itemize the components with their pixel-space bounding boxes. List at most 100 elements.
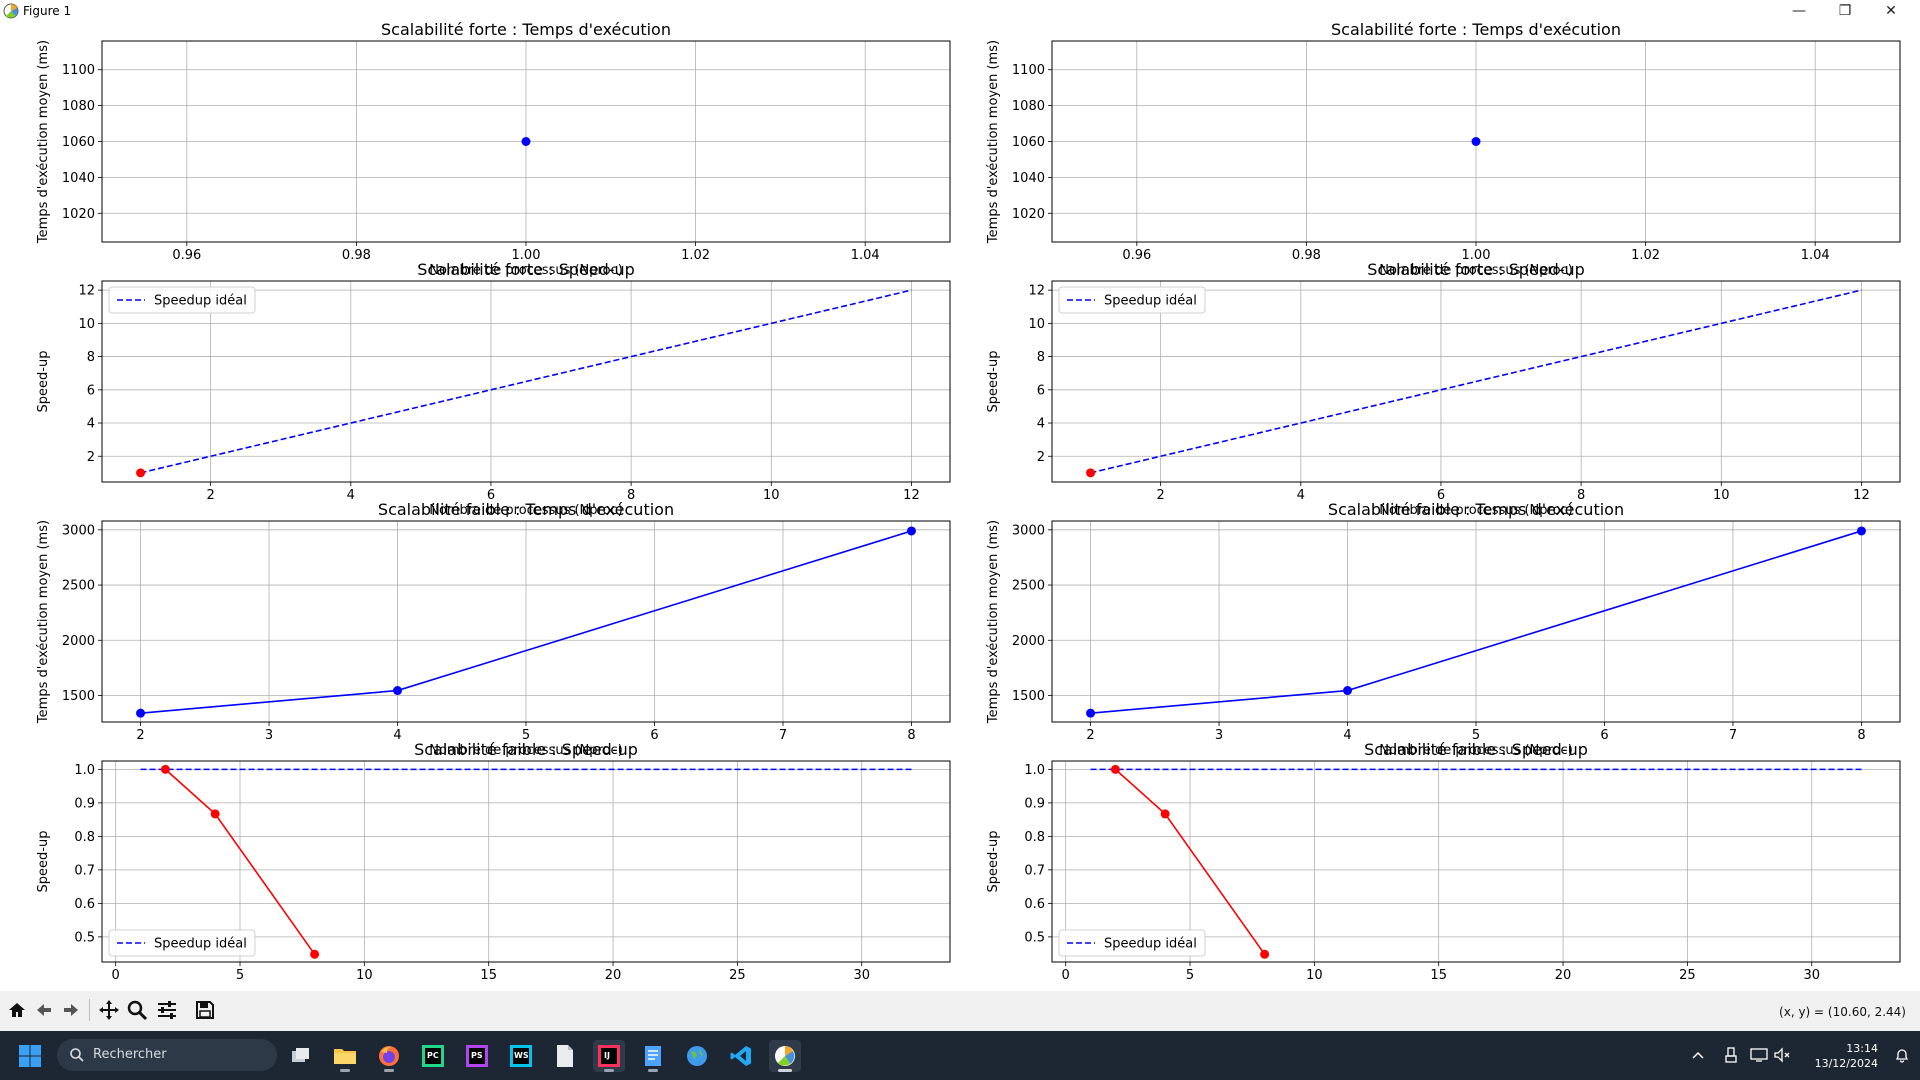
data-point <box>1086 468 1096 478</box>
notification-bell-icon[interactable] <box>1894 1047 1910 1063</box>
chevron-up-icon[interactable] <box>1691 1048 1705 1062</box>
y-tick-label: 8 <box>87 350 95 365</box>
taskbar: Rechercher PC PS WS IJ <box>0 1031 1920 1080</box>
windows-start-icon[interactable] <box>18 1044 42 1068</box>
legend: Speedup idéal <box>1058 929 1206 957</box>
x-tick-label: 10 <box>1306 968 1323 983</box>
close-button[interactable]: ✕ <box>1885 3 1897 19</box>
configure-subplots-button[interactable] <box>154 997 180 1023</box>
chart-title: Scalabilité faible : Speed-up <box>1364 740 1588 759</box>
volume-muted-icon[interactable] <box>1773 1047 1791 1063</box>
notes-button[interactable] <box>637 1040 669 1072</box>
task-view-button[interactable] <box>284 1040 316 1072</box>
maximize-button[interactable]: ❐ <box>1838 3 1852 19</box>
phpstorm-button[interactable]: PS <box>461 1040 493 1072</box>
save-button[interactable] <box>192 997 218 1023</box>
taskbar-search[interactable]: Rechercher <box>57 1039 277 1071</box>
pan-button[interactable] <box>96 997 122 1023</box>
data-point <box>1110 764 1120 774</box>
window-title: Figure 1 <box>23 4 72 18</box>
phpstorm-icon: PS <box>466 1045 488 1067</box>
subplot-4: 0 5 10 15 20 25 30 0.5 0.6 0.7 0.8 0.9 1.0 Speedup id… <box>36 740 951 983</box>
x-tick-label: 1.04 <box>851 248 880 263</box>
y-tick-label: 12 <box>78 284 95 299</box>
notepad-button[interactable] <box>549 1040 581 1072</box>
series-line-1 <box>1090 289 1862 474</box>
x-tick-label: 10 <box>356 968 373 983</box>
x-tick-label: 2 <box>136 728 144 743</box>
pycharm-icon: PC <box>422 1045 444 1067</box>
clock-time: 13:14 <box>1846 1042 1878 1055</box>
data-point <box>136 708 146 718</box>
x-tick-label: 4 <box>393 728 401 743</box>
data-point <box>160 764 170 774</box>
legend: Speedup idéal <box>1058 286 1206 314</box>
clock-date: 13/12/2024 <box>1814 1057 1878 1070</box>
intellij-button[interactable]: IJ <box>593 1040 625 1072</box>
y-tick-label: 2 <box>1037 450 1045 465</box>
y-axis-label: Speed-up <box>986 351 1001 413</box>
firefox-icon <box>379 1046 399 1066</box>
axes-frame <box>101 760 951 963</box>
y-axis-label: Speed-up <box>986 831 1001 893</box>
x-tick-label: 1.02 <box>1631 248 1660 263</box>
y-tick-label: 1020 <box>1012 207 1045 222</box>
y-tick-label: 2500 <box>62 579 95 594</box>
x-tick-label: 1.02 <box>681 248 710 263</box>
globe-app-button[interactable] <box>681 1040 713 1072</box>
network-icon[interactable] <box>1750 1047 1768 1063</box>
x-tick-label: 25 <box>1679 968 1696 983</box>
y-tick-label: 0.5 <box>1024 930 1045 945</box>
y-tick-label: 1.0 <box>1024 763 1045 778</box>
x-tick-label: 7 <box>779 728 787 743</box>
y-tick-label: 10 <box>78 317 95 332</box>
pycharm-button[interactable]: PC <box>417 1040 449 1072</box>
vscode-icon <box>730 1046 751 1066</box>
home-button[interactable] <box>4 997 30 1023</box>
data-point <box>136 468 146 478</box>
y-tick-label: 0.5 <box>74 930 95 945</box>
back-button[interactable] <box>31 997 57 1023</box>
zoom-button[interactable] <box>124 997 150 1023</box>
configure-subplots-icon <box>158 1001 176 1019</box>
globe-icon <box>687 1046 707 1066</box>
svg-text:PC: PC <box>427 1051 439 1060</box>
x-tick-label: 7 <box>1729 728 1737 743</box>
firefox-button[interactable] <box>373 1040 405 1072</box>
y-tick-label: 0.7 <box>1024 863 1045 878</box>
legend-label: Speedup idéal <box>1104 294 1197 309</box>
x-axis-label: Nombre de processus (Nproc) <box>1379 503 1573 518</box>
vscode-button[interactable] <box>725 1040 757 1072</box>
x-tick-label: 6 <box>1600 728 1608 743</box>
y-tick-label: 1020 <box>62 207 95 222</box>
axes-frame <box>1051 520 1901 723</box>
x-tick-label: 10 <box>763 488 780 503</box>
legend-box <box>1058 286 1206 314</box>
plots-svg[interactable]: 0.96 0.98 1.00 1.02 1.0410201040106010801100… <box>0 22 1920 991</box>
usb-icon[interactable] <box>1724 1046 1738 1064</box>
running-indicator <box>604 1069 614 1072</box>
file-explorer-button[interactable] <box>329 1040 361 1072</box>
axes-frame <box>101 40 951 243</box>
webstorm-button[interactable]: WS <box>505 1040 537 1072</box>
x-tick-label: 15 <box>1430 968 1447 983</box>
chart-title: Scalabilité forte : Speed-up <box>417 260 635 279</box>
x-tick-label: 5 <box>1186 968 1194 983</box>
y-tick-label: 3000 <box>62 523 95 538</box>
chart-title: Scalabilité forte : Speed-up <box>1367 260 1585 279</box>
y-axis-label: Speed-up <box>36 351 51 413</box>
data-point <box>906 526 916 536</box>
data-point <box>1160 809 1170 819</box>
taskbar-clock[interactable]: 13:14 13/12/2024 <box>1815 1041 1878 1071</box>
x-axis-label: Nombre de processus (Nproc) <box>429 743 623 758</box>
minimize-button[interactable]: — <box>1792 3 1806 19</box>
x-tick-label: 5 <box>522 728 530 743</box>
axes-frame <box>101 520 951 723</box>
system-tray: 13:14 13/12/2024 <box>1670 1031 1920 1080</box>
figure-canvas[interactable]: 0.96 0.98 1.00 1.02 1.04 1020 1040 1060 1080 1100… <box>0 22 1920 991</box>
matplotlib-taskbar-button[interactable] <box>769 1040 801 1072</box>
axes-frame <box>1051 760 1901 963</box>
svg-text:PS: PS <box>471 1051 483 1060</box>
forward-button[interactable] <box>58 997 84 1023</box>
y-axis-label: Speed-up <box>36 831 51 893</box>
